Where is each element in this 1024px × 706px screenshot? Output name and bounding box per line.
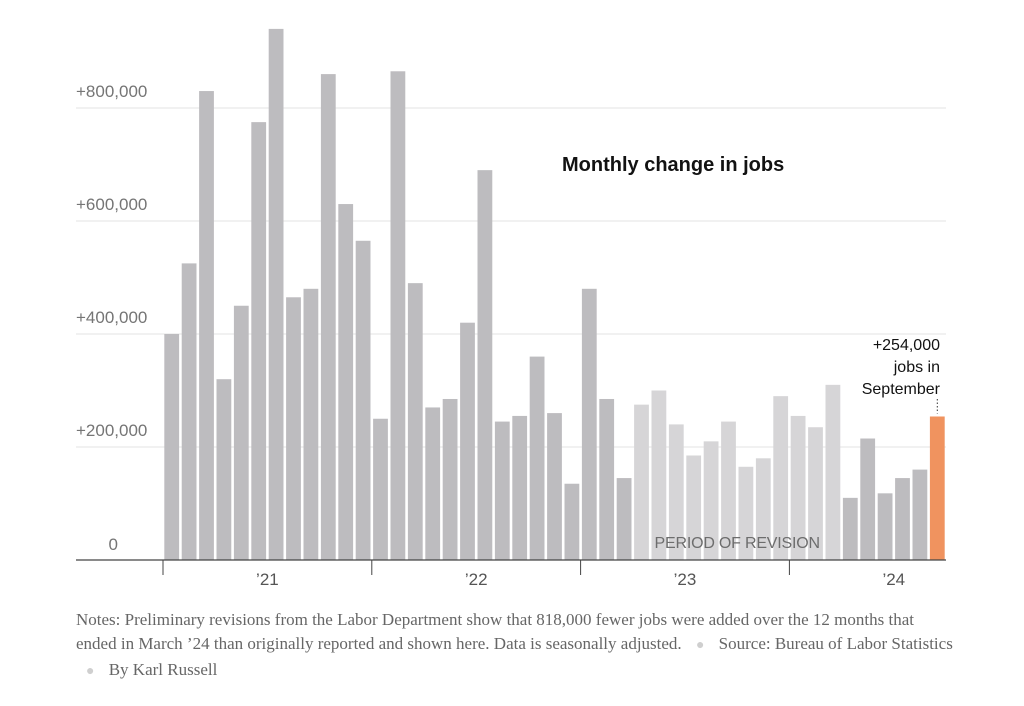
bar: [547, 413, 562, 560]
separator-dot: ●: [695, 638, 705, 653]
bar: [808, 427, 823, 560]
y-tick-label: +600,000: [76, 195, 147, 214]
bar: [912, 469, 928, 560]
bar: [407, 283, 423, 560]
bar: [877, 493, 893, 560]
bar: [373, 418, 388, 560]
y-tick-label: +400,000: [76, 308, 147, 327]
bar: [825, 384, 841, 560]
x-tick-label: ’22: [465, 570, 488, 589]
y-tick-label: +200,000: [76, 421, 147, 440]
x-tick-label: ’23: [674, 570, 697, 589]
bar: [842, 497, 858, 560]
bar: [529, 356, 545, 560]
bar: [512, 415, 528, 560]
chart: 0 +200,000 +400,000 +600,000 +800,000 ’21 ’22…: [76, 28, 946, 589]
bar: [494, 421, 510, 560]
bar: [721, 421, 736, 560]
x-tick-label: ’21: [256, 570, 279, 589]
bar: [564, 483, 580, 560]
bar: [164, 334, 180, 560]
bar: [895, 478, 910, 560]
annotation-line: +254,000: [873, 337, 940, 354]
bar: [355, 240, 371, 560]
bar: [286, 297, 301, 560]
chart-notes: Notes: Preliminary revisions from the La…: [76, 608, 956, 684]
bar: [860, 438, 876, 560]
bar: [703, 441, 719, 560]
bar: [599, 398, 615, 560]
bar: [790, 415, 806, 560]
bars: [164, 28, 945, 561]
bar: [390, 71, 406, 560]
bar: [738, 466, 754, 560]
chart-title: Monthly change in jobs: [562, 154, 784, 176]
bar: [320, 74, 336, 560]
notes-text: Notes: Preliminary revisions from the La…: [76, 610, 914, 653]
y-tick-label: 0: [109, 535, 118, 554]
bar: [460, 322, 475, 560]
revision-period-label: PERIOD OF REVISION: [655, 535, 820, 552]
annotation-line: September: [862, 381, 941, 398]
separator-dot: ●: [86, 664, 95, 679]
y-tick-label: +800,000: [76, 82, 147, 101]
bar: [651, 390, 667, 560]
bar: [581, 288, 597, 560]
bar: [773, 396, 789, 560]
bar: [668, 424, 684, 560]
byline-text: By Karl Russell: [108, 660, 218, 679]
bar: [268, 28, 284, 560]
bar: [338, 204, 354, 561]
bar: [634, 404, 649, 561]
bar: [929, 416, 945, 560]
bar: [686, 455, 702, 560]
annotation: +254,000 jobs in September: [862, 337, 941, 414]
bar-chart: 0 +200,000 +400,000 +600,000 +800,000 ’21 ’22…: [76, 28, 946, 589]
bar: [477, 170, 493, 560]
y-axis-ticks: 0 +200,000 +400,000 +600,000 +800,000: [76, 82, 147, 554]
bar: [303, 288, 319, 560]
source-text: Source: Bureau of Labor Statistics: [718, 634, 953, 653]
bar: [442, 398, 458, 560]
bar: [755, 458, 771, 560]
bar: [181, 263, 197, 561]
x-axis-ticks: ’21 ’22 ’23 ’24: [162, 560, 905, 589]
bar: [233, 305, 249, 560]
x-tick-label: ’24: [882, 570, 905, 589]
bar: [251, 122, 267, 561]
bar: [199, 91, 214, 561]
annotation-line: jobs in: [893, 359, 940, 376]
bar: [216, 379, 232, 560]
bar: [425, 407, 441, 560]
bar: [616, 478, 632, 560]
